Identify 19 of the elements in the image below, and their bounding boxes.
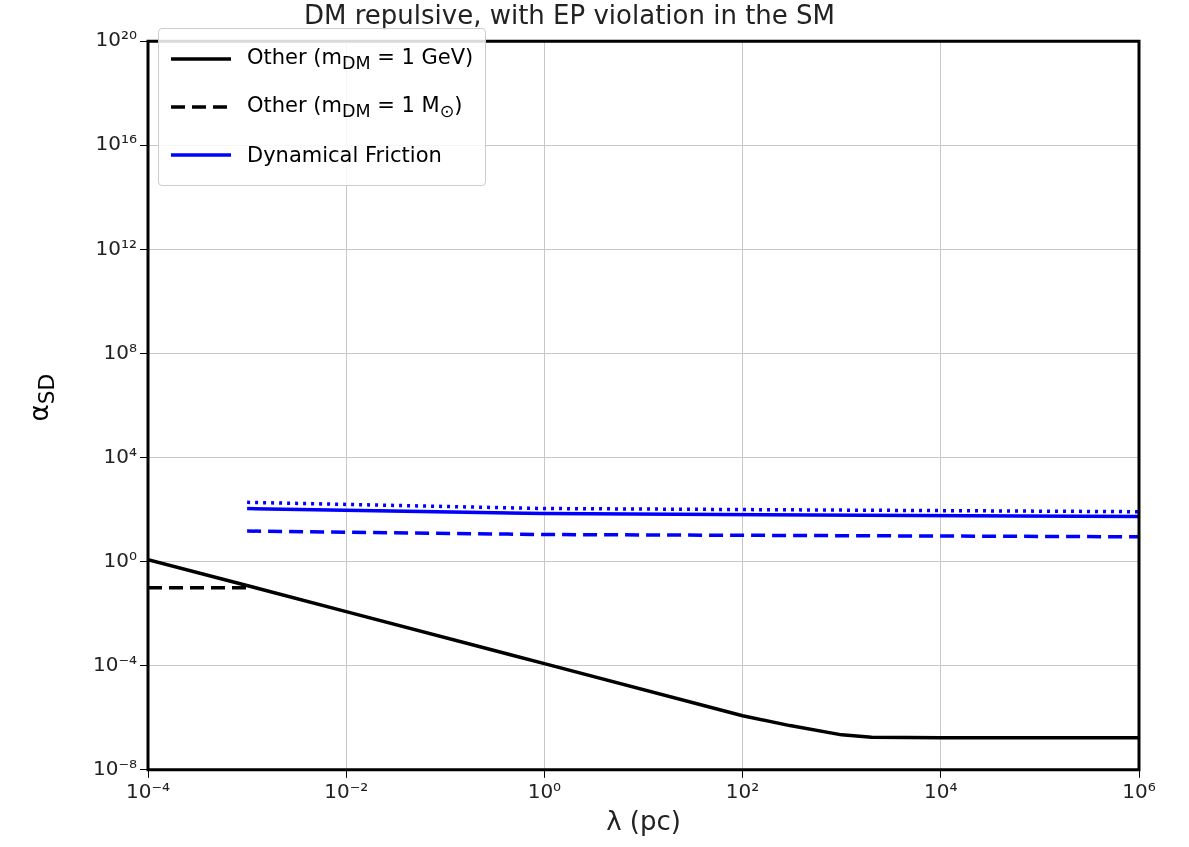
y-tick-label: 10⁸ [103,339,137,364]
chart-title: DM repulsive, with EP violation in the SM [303,0,836,31]
y-tick-label: 10²⁰ [95,27,137,52]
y-tick-label: 10⁻⁴ [92,651,137,676]
legend-label: Other (m$_{DM}$ = 1 M$_{⊙}$) [247,92,463,122]
legend-label: Dynamical Friction [247,143,442,167]
x-axis-title: λ (pc) [606,806,681,837]
x-tick-label: 10⁰ [527,779,562,803]
y-tick-label: 10¹² [95,235,137,260]
legend-label: Other (m$_{DM}$ = 1 GeV) [247,44,474,74]
x-tick-label: 10⁴ [924,779,958,803]
x-tick-label: 10⁻⁴ [125,779,171,803]
y-tick-label: 10¹⁶ [95,131,137,156]
y-tick-label: 10⁴ [103,443,137,468]
y-tick-label: 10⁰ [103,547,137,572]
x-tick-label: 10⁻² [324,779,369,803]
x-tick-label: 10⁶ [1122,779,1156,803]
y-tick-label: 10⁻⁸ [92,756,137,780]
x-tick-label: 10² [725,779,760,803]
